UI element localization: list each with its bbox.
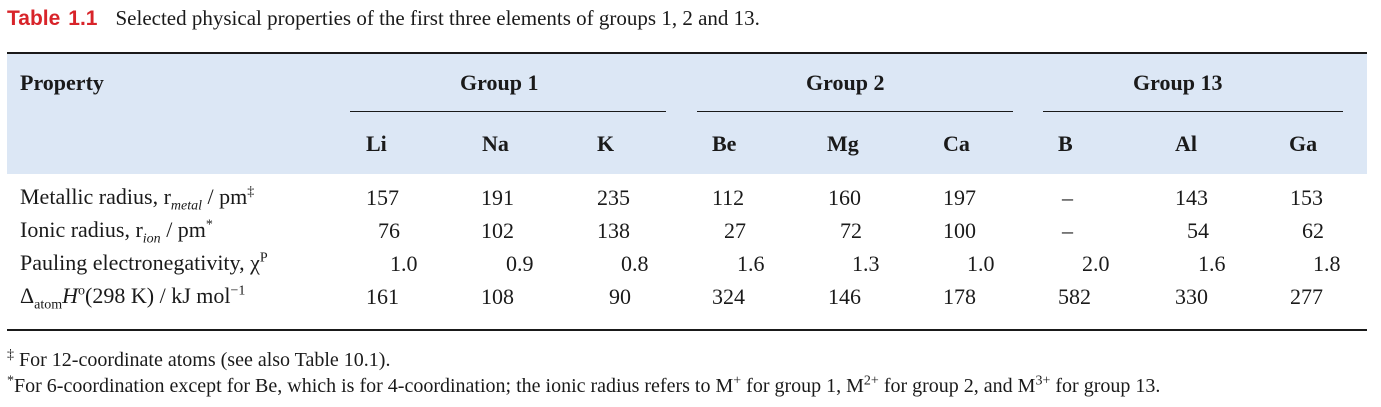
element-na: Na (482, 131, 509, 156)
table-cell: 72 (840, 218, 862, 243)
table-cell: 112 (712, 185, 745, 210)
header-property: Property (20, 70, 104, 95)
table-cell: 102 (481, 218, 514, 243)
table-cell: 146 (828, 284, 861, 309)
table-cell: 54 (1187, 218, 1209, 243)
table-cell: 90 (609, 284, 631, 309)
table-cell: 157 (366, 185, 399, 210)
group-13-rule (1043, 111, 1343, 112)
table-header-band (7, 54, 1367, 174)
table-cell: 62 (1302, 218, 1324, 243)
table-cell: 1.0 (390, 251, 418, 276)
table-cell: 324 (712, 284, 745, 309)
table-top-rule (7, 52, 1367, 54)
caption-text: Selected physical properties of the firs… (115, 6, 760, 30)
table-cell: 143 (1175, 185, 1208, 210)
table-cell: 153 (1290, 185, 1323, 210)
element-ca: Ca (943, 131, 970, 156)
element-b: B (1058, 131, 1073, 156)
footnote-ionic: *For 6-coordination except for Be, which… (7, 373, 1161, 397)
header-group-13: Group 13 (1133, 70, 1223, 95)
group-1-rule (350, 111, 666, 112)
table-cell: 235 (597, 185, 630, 210)
header-group-1: Group 1 (460, 70, 539, 95)
table-cell: – (1062, 218, 1073, 243)
element-mg: Mg (827, 131, 859, 156)
table-cell: 1.6 (737, 251, 765, 276)
table-cell: 330 (1175, 284, 1208, 309)
caption-number: 1.1 (68, 7, 98, 30)
table-cell: 277 (1290, 284, 1323, 309)
element-k: K (597, 131, 615, 156)
table-cell: 1.3 (852, 251, 880, 276)
header-group-2: Group 2 (806, 70, 885, 95)
group-2-rule (697, 111, 1013, 112)
table-cell: 2.0 (1082, 251, 1110, 276)
table-caption: Table 1.1 Selected physical properties of … (7, 6, 760, 31)
table-cell: 160 (828, 185, 861, 210)
table-cell: 0.8 (621, 251, 649, 276)
footnote-metallic: ‡ For 12-coordinate atoms (see also Tabl… (7, 347, 391, 371)
table-cell: – (1062, 185, 1073, 210)
element-be: Be (712, 131, 737, 156)
table-cell: 1.8 (1313, 251, 1341, 276)
table-cell: 582 (1058, 284, 1091, 309)
table-cell: 1.6 (1198, 251, 1226, 276)
table-cell: 108 (481, 284, 514, 309)
table-bottom-rule (7, 329, 1367, 331)
table-cell: 1.0 (967, 251, 995, 276)
table-cell: 76 (378, 218, 400, 243)
element-al: Al (1175, 131, 1197, 156)
row-label-metallic-radius: Metallic radius, rmetal / pm‡ (20, 184, 255, 214)
table-cell: 191 (481, 185, 514, 210)
caption-label: Table (7, 7, 61, 30)
table-cell: 27 (724, 218, 746, 243)
table-cell: 161 (366, 284, 399, 309)
element-li: Li (366, 131, 387, 156)
row-label-electronegativity: Pauling electronegativity, χP (20, 250, 268, 275)
table-cell: 138 (597, 218, 630, 243)
element-ga: Ga (1289, 131, 1318, 156)
table-cell: 100 (943, 218, 976, 243)
row-label-ionic-radius: Ionic radius, rion / pm* (20, 217, 213, 247)
table-cell: 0.9 (506, 251, 534, 276)
row-label-atomization-enthalpy: ΔatomHo(298 K) / kJ mol−1 (20, 283, 246, 313)
table-cell: 178 (943, 284, 976, 309)
table-cell: 197 (943, 185, 976, 210)
